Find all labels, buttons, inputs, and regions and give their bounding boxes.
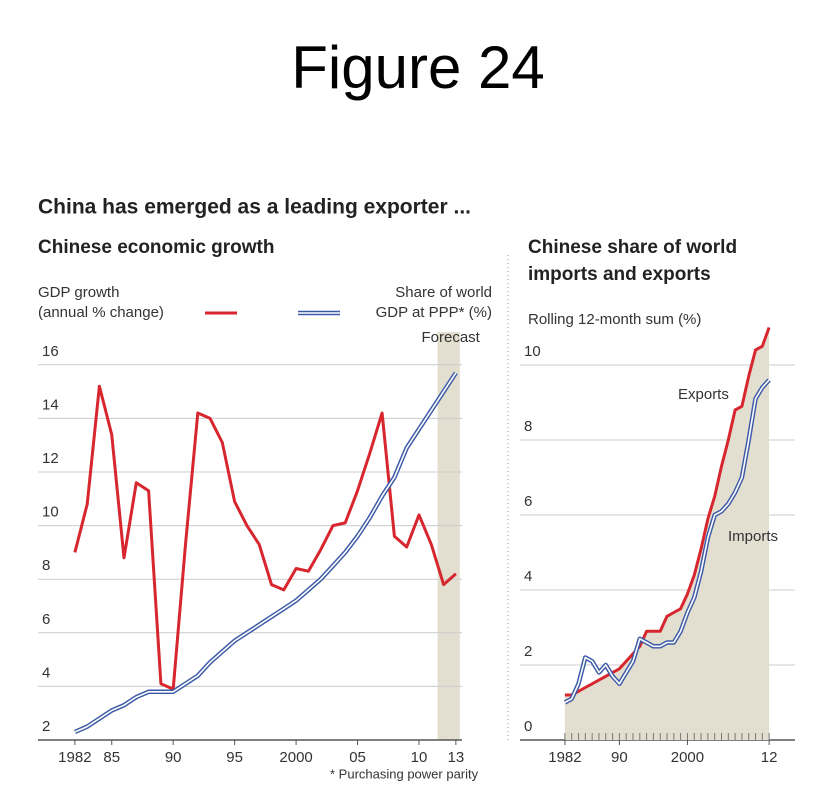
chart-title: imports and exports	[528, 264, 711, 285]
y-tick-label: 8	[524, 418, 532, 435]
x-tick-label: 90	[165, 749, 182, 766]
y-tick-label: 4	[524, 568, 532, 585]
y-tick-label: 6	[524, 493, 532, 510]
x-tick-label: 1982	[58, 749, 91, 766]
legend-label: (annual % change)	[38, 304, 164, 321]
x-tick-label: 2000	[671, 749, 704, 766]
x-tick-label: 85	[103, 749, 120, 766]
y-tick-label: 0	[524, 718, 532, 735]
series-label: Imports	[728, 528, 778, 545]
legend-label: GDP at PPP* (%)	[376, 304, 492, 321]
line-inner	[564, 379, 770, 704]
x-tick-label: 90	[611, 749, 628, 766]
x-tick-label: 10	[411, 749, 428, 766]
figure-title: Figure 24	[291, 34, 544, 101]
x-tick-label: 95	[226, 749, 243, 766]
legend-label: GDP growth	[38, 284, 119, 301]
x-tick-label: 05	[349, 749, 366, 766]
line	[73, 384, 457, 691]
chart-title: Chinese share of world	[528, 237, 737, 258]
y-tick-label: 10	[42, 504, 59, 521]
x-tick-label: 12	[761, 749, 778, 766]
annotation: Forecast	[421, 329, 480, 346]
y-tick-label: 4	[42, 664, 50, 681]
x-tick-label: 1982	[548, 749, 581, 766]
footnote: * Purchasing power parity	[330, 766, 479, 781]
x-tick-label: 13	[448, 749, 465, 766]
area	[564, 327, 770, 740]
y-tick-label: 10	[524, 343, 541, 360]
y-tick-label: 12	[42, 450, 59, 467]
y-tick-label: 6	[42, 611, 50, 628]
legend-label: Share of world	[395, 284, 492, 301]
y-tick-label: 16	[42, 343, 59, 360]
y-axis-label: Rolling 12-month sum (%)	[528, 311, 701, 328]
line-inner	[74, 372, 457, 733]
series-label: Exports	[678, 386, 729, 403]
heading: China has emerged as a leading exporter …	[38, 196, 471, 219]
y-tick-label: 8	[42, 557, 50, 574]
y-tick-label: 2	[42, 718, 50, 735]
chart-title: Chinese economic growth	[38, 237, 274, 258]
y-tick-label: 14	[42, 396, 59, 413]
y-tick-label: 2	[524, 643, 532, 660]
line	[73, 371, 458, 735]
forecast-band	[437, 332, 460, 740]
x-tick-label: 2000	[279, 749, 312, 766]
line	[564, 326, 771, 697]
